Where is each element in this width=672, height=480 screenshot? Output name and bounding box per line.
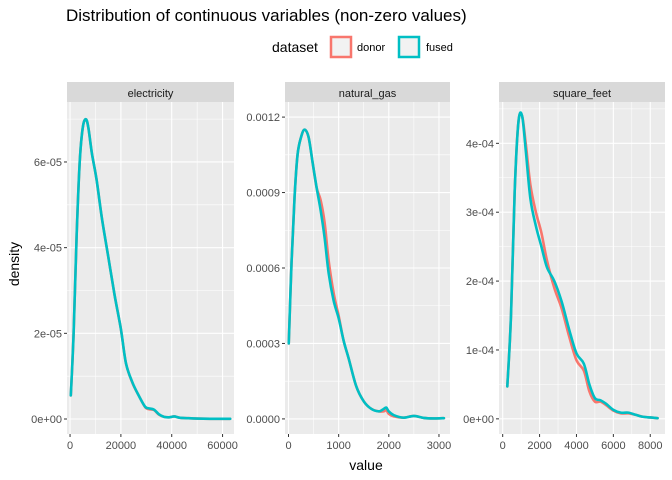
legend-label-fused: fused: [426, 42, 453, 54]
strip-label-square_feet: square_feet: [553, 88, 611, 100]
y-tick-label: 4e-04: [466, 138, 494, 150]
legend-key-donor: [329, 35, 353, 59]
density-line-fused: [69, 117, 232, 421]
panel-square_feet: square_feet 0 2000 4000 6000 8000 0e+00 1e-04 2e…: [463, 82, 665, 452]
x-tick-label: 6000: [601, 440, 625, 452]
legend-key-fused: [397, 35, 421, 59]
x-tick-label: 4000: [564, 440, 588, 452]
y-tick-label: 0e+00: [463, 414, 494, 426]
strip-label-electricity: electricity: [128, 88, 174, 100]
x-tick-label: 3000: [427, 440, 451, 452]
panel-electricity: electricity 0 20000 40000 60000 0e+00 2e-05 4e-…: [31, 82, 238, 452]
y-tick-label: 0.0000: [246, 414, 280, 426]
y-tick-label: 4e-05: [34, 243, 62, 255]
x-tick-label: 2000: [527, 440, 551, 452]
y-tick-label: 2e-05: [34, 328, 62, 340]
y-tick-label: 1e-04: [466, 345, 494, 357]
y-axis-title: density: [6, 242, 22, 286]
strip-square_feet: [499, 82, 665, 102]
strip-natural_gas: [285, 82, 450, 102]
y-tick-label: 2e-04: [466, 276, 494, 288]
legend: dataset donor fused: [272, 35, 453, 59]
strip-label-natural_gas: natural_gas: [339, 88, 397, 100]
y-tick-label: 0.0006: [246, 263, 280, 275]
y-tick-label: 6e-05: [34, 157, 62, 169]
x-axis-title: value: [349, 457, 383, 473]
y-tick-label: 0.0012: [246, 112, 280, 124]
x-tick-label: 8000: [638, 440, 662, 452]
x-tick-label: 20000: [106, 440, 137, 452]
x-tick-label: 0: [67, 440, 73, 452]
panel-background: [67, 102, 234, 434]
x-tick-label: 0: [500, 440, 506, 452]
density-line-fused: [506, 111, 659, 420]
chart-title: Distribution of continuous variables (no…: [66, 6, 467, 25]
x-tick-label: 2000: [377, 440, 401, 452]
x-tick-label: 60000: [207, 440, 238, 452]
panel-natural_gas: natural_gas 0 1000 2000 3000 0.0000 0.0003 0.00…: [246, 82, 451, 452]
y-tick-label: 0.0003: [246, 338, 280, 350]
x-tick-label: 1000: [326, 440, 350, 452]
strip-electricity: [67, 82, 234, 102]
x-tick-label: 0: [285, 440, 291, 452]
y-tick-label: 3e-04: [466, 207, 494, 219]
legend-title: dataset: [272, 39, 318, 55]
x-tick-label: 40000: [156, 440, 187, 452]
legend-label-donor: donor: [357, 42, 385, 54]
y-tick-label: 0e+00: [31, 414, 62, 426]
y-tick-label: 0.0009: [246, 188, 280, 200]
density-line-fused: [287, 128, 446, 420]
